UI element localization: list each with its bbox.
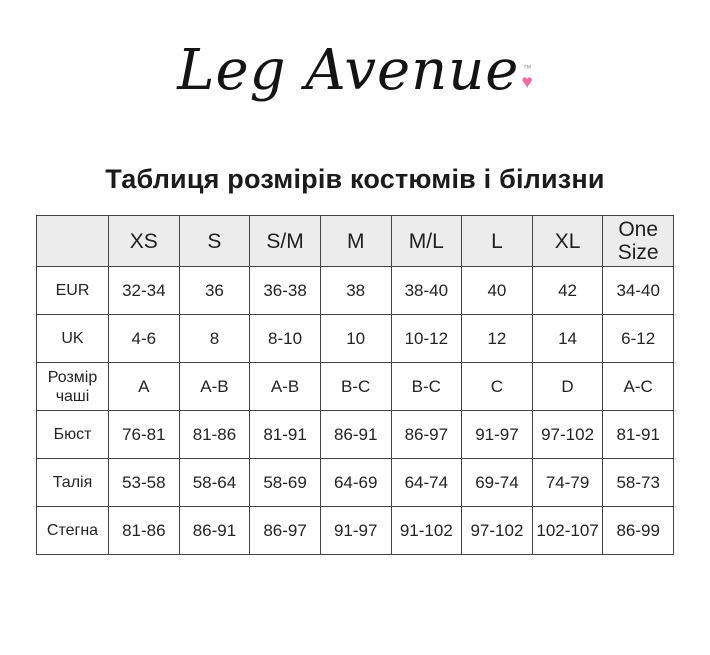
size-cell: A-B — [249, 362, 321, 411]
size-cell: D — [531, 362, 604, 411]
size-cell: 14 — [531, 314, 604, 363]
size-cell: 86-97 — [249, 506, 321, 555]
leg-avenue-logo: Leg Avenue ™ ♥ — [0, 26, 710, 116]
row-label: Розмір чаші — [36, 362, 109, 411]
logo-text: Leg Avenue — [177, 38, 520, 103]
size-cell: 53-58 — [108, 458, 180, 507]
logo-mark: ™ ♥ — [521, 63, 532, 93]
size-cell: 91-97 — [461, 410, 533, 459]
row-label: Бюст — [36, 410, 109, 459]
size-cell: 86-91 — [178, 506, 251, 555]
size-chart-table: XS S S/M M M/L L XL One Size EUR 32-34 3… — [36, 215, 674, 555]
size-cell: 32-34 — [108, 266, 180, 315]
header-cell-l: L — [461, 215, 533, 267]
header-cell-ml: M/L — [390, 215, 463, 267]
size-cell: 42 — [531, 266, 604, 315]
size-cell: 38-40 — [390, 266, 463, 315]
size-cell: 64-69 — [319, 458, 392, 507]
size-cell: 10-12 — [390, 314, 463, 363]
row-label: UK — [36, 314, 109, 363]
size-cell: 81-91 — [249, 410, 321, 459]
heart-icon: ♥ — [521, 72, 533, 93]
row-label: EUR — [36, 266, 109, 315]
size-cell: 91-97 — [319, 506, 392, 555]
header-cell-m: M — [319, 215, 392, 267]
header-cell-xl: XL — [531, 215, 604, 267]
size-cell: B-C — [390, 362, 463, 411]
size-cell: 86-97 — [390, 410, 463, 459]
size-cell: 40 — [461, 266, 533, 315]
size-cell: 91-102 — [390, 506, 463, 555]
table-row-waist: Талія 53-58 58-64 58-69 64-69 64-74 69-7… — [36, 458, 674, 507]
size-cell: 69-74 — [461, 458, 533, 507]
size-cell: 6-12 — [602, 314, 674, 363]
table-row-cup-size: Розмір чаші A A-B A-B B-C B-C C D A-C — [36, 362, 674, 411]
size-cell: 10 — [319, 314, 392, 363]
page-title: Таблиця розмірів костюмів і білизни — [105, 164, 605, 194]
size-cell: A — [108, 362, 180, 411]
table-row-uk: UK 4-6 8 8-10 10 10-12 12 14 6-12 — [36, 314, 674, 363]
size-cell: 12 — [461, 314, 533, 363]
size-cell: 64-74 — [390, 458, 463, 507]
size-cell: B-C — [319, 362, 392, 411]
header-cell-s: S — [178, 215, 251, 267]
size-cell: C — [461, 362, 533, 411]
size-cell: 34-40 — [602, 266, 674, 315]
size-cell: A-B — [178, 362, 251, 411]
row-label: Стегна — [36, 506, 109, 555]
table-row-hips: Стегна 81-86 86-91 86-97 91-97 91-102 97… — [36, 506, 674, 555]
trademark-symbol: ™ — [522, 63, 532, 73]
size-cell: 76-81 — [108, 410, 180, 459]
size-cell: 8 — [178, 314, 251, 363]
header-cell-one-size: One Size — [602, 215, 674, 267]
header-cell-sm: S/M — [249, 215, 321, 267]
table-row-bust: Бюст 76-81 81-86 81-91 86-91 86-97 91-97… — [36, 410, 674, 459]
size-cell: 97-102 — [461, 506, 533, 555]
size-cell: 36-38 — [249, 266, 321, 315]
row-label: Талія — [36, 458, 109, 507]
size-cell: 97-102 — [531, 410, 604, 459]
size-cell: 58-64 — [178, 458, 251, 507]
size-cell: 86-99 — [602, 506, 674, 555]
header-row: XS S S/M M M/L L XL One Size — [36, 215, 674, 267]
header-cell-xs: XS — [108, 215, 180, 267]
size-cell: 8-10 — [249, 314, 321, 363]
size-cell: 102-107 — [531, 506, 604, 555]
size-cell: 38 — [319, 266, 392, 315]
size-cell: 74-79 — [531, 458, 604, 507]
size-cell: A-C — [602, 362, 674, 411]
size-cell: 58-73 — [602, 458, 674, 507]
table-row-eur: EUR 32-34 36 36-38 38 38-40 40 42 34-40 — [36, 266, 674, 315]
size-cell: 81-91 — [602, 410, 674, 459]
header-cell-empty — [36, 215, 109, 267]
size-cell: 4-6 — [108, 314, 180, 363]
size-cell: 58-69 — [249, 458, 321, 507]
size-cell: 86-91 — [319, 410, 392, 459]
size-cell: 81-86 — [178, 410, 251, 459]
size-cell: 81-86 — [108, 506, 180, 555]
size-cell: 36 — [178, 266, 251, 315]
